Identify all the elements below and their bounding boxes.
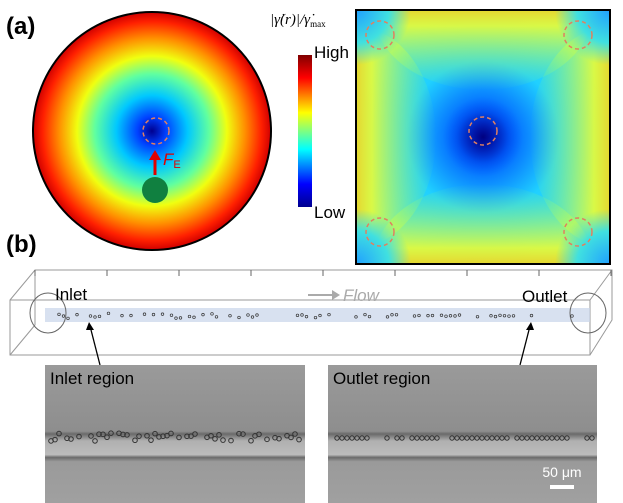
panel-label: (b)	[6, 231, 37, 258]
outlet-region-label: Outlet region	[333, 369, 430, 388]
panel-label: (a)	[6, 13, 35, 40]
figure: (a) FE |γ̇(r)|/γ̇max High Low (b) Inlet …	[0, 0, 623, 503]
flow-arrow-head	[332, 290, 340, 300]
particle	[142, 177, 168, 203]
inlet-region-label: Inlet region	[50, 369, 134, 388]
colorbar-label: |γ̇(r)|/γ̇max	[270, 12, 326, 29]
shear-disc	[33, 12, 271, 250]
colorbar	[298, 55, 312, 207]
inlet-label: Inlet	[55, 285, 87, 304]
colorbar-high: High	[314, 43, 349, 62]
pointer-arrows	[90, 326, 530, 365]
pointer-head	[526, 322, 534, 330]
pointer-head	[86, 322, 94, 330]
scale-bar	[550, 485, 574, 489]
outlet-label: Outlet	[522, 287, 568, 306]
colorbar-low: Low	[314, 203, 346, 222]
ruler-ticks	[35, 270, 611, 276]
scale-bar-label: 50 μm	[542, 464, 581, 480]
flow-label: Flow	[343, 286, 381, 305]
